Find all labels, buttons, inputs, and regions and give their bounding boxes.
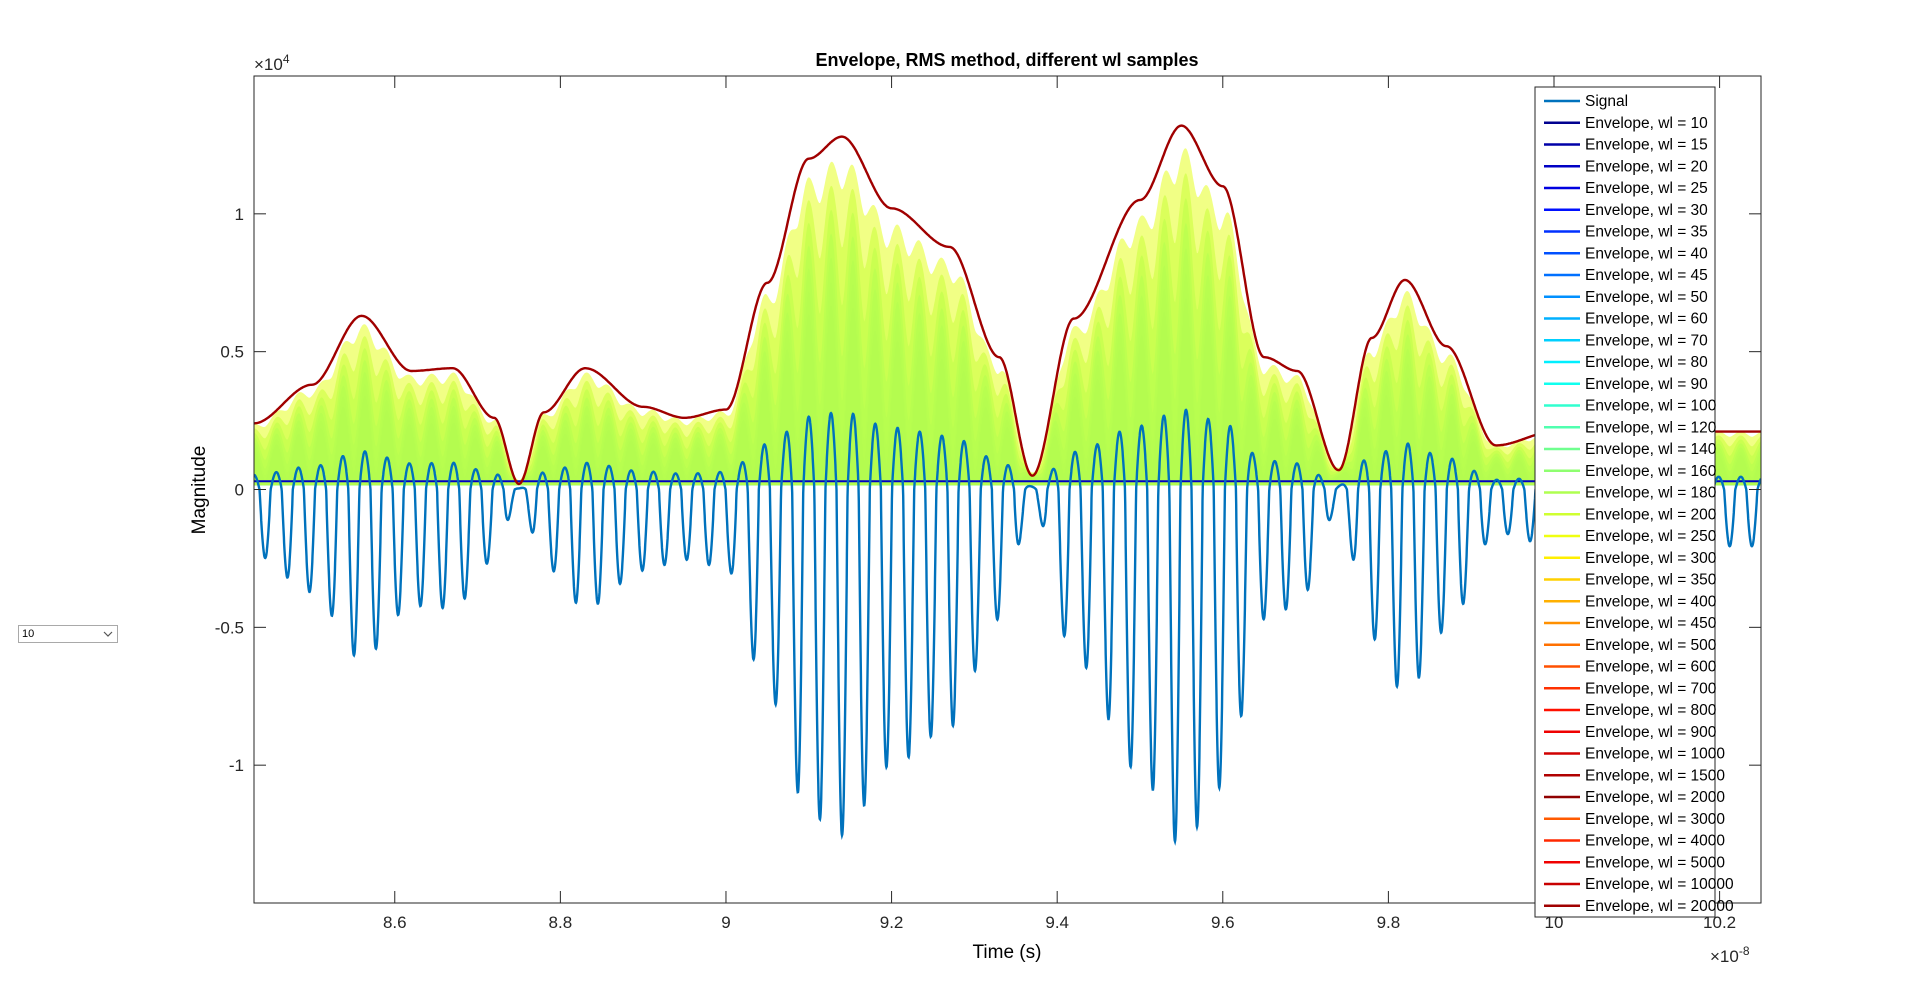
legend-label: Envelope, wl = 5000 [1585, 854, 1725, 871]
x-tick-label: 9.2 [880, 913, 904, 932]
legend-label: Envelope, wl = 700 [1585, 680, 1717, 697]
chart-title: Envelope, RMS method, different wl sampl… [815, 50, 1198, 70]
legend-label: Envelope, wl = 1000 [1585, 746, 1725, 763]
x-tick-label: 9.8 [1377, 913, 1401, 932]
legend-label: Envelope, wl = 50 [1585, 289, 1708, 306]
legend-label: Envelope, wl = 100 [1585, 398, 1717, 415]
y-tick-label: -1 [229, 756, 244, 775]
legend: Signal Envelope, wl = 10 Envelope, wl = 15… [1534, 86, 1734, 918]
legend-box [1534, 86, 1716, 918]
legend-label: Envelope, wl = 90 [1585, 376, 1708, 393]
legend-label: Envelope, wl = 3000 [1585, 811, 1725, 828]
legend-label: Envelope, wl = 25 [1585, 180, 1708, 197]
legend-label: Envelope, wl = 140 [1585, 441, 1717, 458]
signal-trace [254, 408, 1761, 846]
legend-label: Envelope, wl = 2000 [1585, 789, 1725, 806]
x-tick-label: 9.6 [1211, 913, 1235, 932]
y-exponent-label: ×104 [254, 52, 290, 74]
legend-label: Envelope, wl = 20000 [1585, 898, 1734, 915]
x-tick-label: 8.8 [549, 913, 573, 932]
envelope-stack [254, 148, 1761, 486]
legend-label: Envelope, wl = 80 [1585, 354, 1708, 371]
legend-label: Envelope, wl = 30 [1585, 202, 1708, 219]
envelope-band [254, 148, 1761, 486]
y-axis-label: Magnitude [189, 446, 210, 535]
legend-label: Envelope, wl = 40 [1585, 245, 1708, 262]
y-tick-label: 0.5 [220, 343, 244, 362]
legend-label: Envelope, wl = 120 [1585, 419, 1717, 436]
dropdown-value: 10 [22, 628, 35, 640]
legend-label: Envelope, wl = 35 [1585, 224, 1708, 241]
legend-label: Envelope, wl = 160 [1585, 463, 1717, 480]
x-axis-label: Time (s) [973, 942, 1042, 963]
legend-label: Envelope, wl = 60 [1585, 311, 1708, 328]
x-tick-label: 9.4 [1045, 913, 1069, 932]
legend-label: Envelope, wl = 20 [1585, 158, 1708, 175]
legend-label: Envelope, wl = 300 [1585, 550, 1717, 567]
x-tick-label: 9 [721, 913, 730, 932]
legend-label: Envelope, wl = 70 [1585, 332, 1708, 349]
legend-label: Signal [1585, 93, 1628, 110]
x-tick-label: 10 [1545, 913, 1564, 932]
y-tick-label: -0.5 [215, 618, 244, 637]
y-tick-label: 1 [235, 205, 244, 224]
legend-label: Envelope, wl = 15 [1585, 137, 1708, 154]
legend-label: Envelope, wl = 500 [1585, 637, 1717, 654]
legend-label: Envelope, wl = 800 [1585, 702, 1717, 719]
envelope-line-wl-20000 [254, 124, 1761, 486]
legend-label: Envelope, wl = 250 [1585, 528, 1717, 545]
wl-select-dropdown[interactable]: 10 [18, 625, 118, 643]
x-tick-label: 10.2 [1703, 913, 1736, 932]
legend-label: Envelope, wl = 450 [1585, 615, 1717, 632]
legend-label: Envelope, wl = 10000 [1585, 876, 1734, 893]
y-tick-label: 0 [235, 481, 244, 500]
legend-label: Envelope, wl = 10 [1585, 115, 1708, 132]
legend-label: Envelope, wl = 200 [1585, 506, 1717, 523]
legend-label: Envelope, wl = 400 [1585, 593, 1717, 610]
legend-label: Envelope, wl = 4000 [1585, 833, 1725, 850]
legend-label: Envelope, wl = 45 [1585, 267, 1708, 284]
legend-label: Envelope, wl = 600 [1585, 659, 1717, 676]
legend-label: Envelope, wl = 180 [1585, 485, 1717, 502]
legend-label: Envelope, wl = 350 [1585, 572, 1717, 589]
x-exponent-label: ×10-8 [1710, 944, 1750, 966]
legend-label: Envelope, wl = 900 [1585, 724, 1717, 741]
signal-line [254, 408, 1761, 846]
x-tick-label: 8.6 [383, 913, 407, 932]
chevron-down-icon [103, 631, 113, 637]
legend-label: Envelope, wl = 1500 [1585, 767, 1725, 784]
